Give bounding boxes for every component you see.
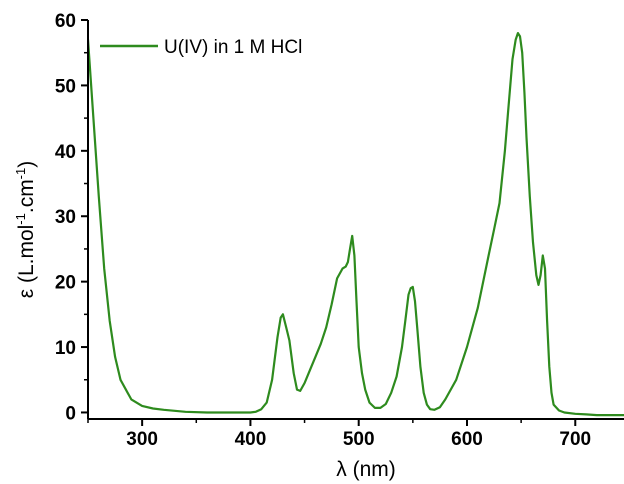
y-tick-label: 10	[55, 338, 76, 359]
y-tick-label: 0	[65, 403, 76, 424]
y-tick-label: 60	[55, 11, 76, 32]
axes	[87, 20, 624, 420]
y-tick-label: 30	[55, 207, 76, 228]
x-tick-label: 600	[451, 429, 483, 450]
x-tick-label: 500	[343, 429, 375, 450]
y-axis-title: ε (L.mol-1.cm-1)	[13, 161, 38, 299]
y-axis-title-prefix: ε (L.mol	[15, 225, 38, 299]
legend: U(IV) in 1 M HCl	[100, 37, 302, 58]
ticks: 300 400 500 600 700 0 10 20 30 40 50 60	[55, 11, 591, 450]
y-axis-title-exponent-1: -1	[13, 213, 28, 225]
y-axis-title-middle: .cm	[15, 179, 38, 213]
y-tick-label: 20	[55, 273, 76, 294]
x-tick-label: 400	[235, 429, 267, 450]
y-tick-label: 40	[55, 142, 76, 163]
plot-area	[88, 31, 624, 417]
x-axis-title: λ (nm)	[336, 458, 396, 481]
y-tick-label: 50	[55, 76, 76, 97]
legend-label: U(IV) in 1 M HCl	[164, 37, 302, 58]
x-tick-label: 300	[126, 429, 158, 450]
series-line	[88, 31, 624, 417]
y-axis-title-exponent-2: -1	[13, 168, 28, 180]
x-tick-label: 700	[559, 429, 591, 450]
y-axis-title-suffix: )	[15, 161, 38, 168]
